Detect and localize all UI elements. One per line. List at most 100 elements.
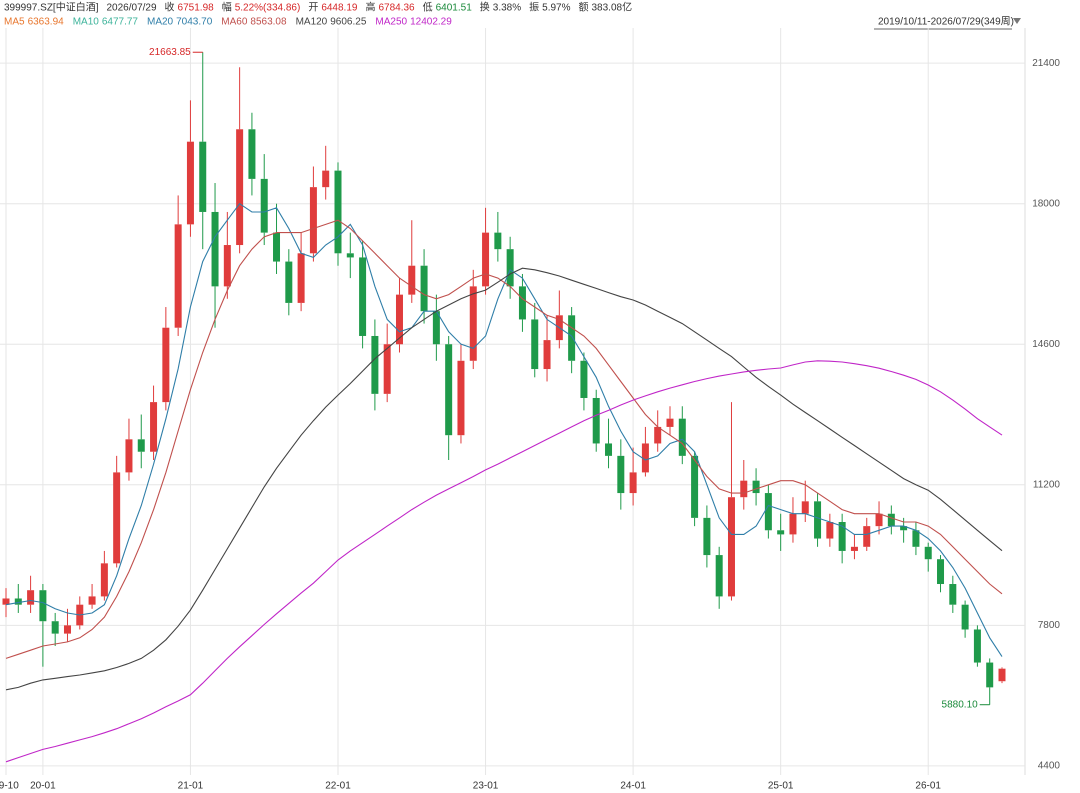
- ma-legend-value: 12402.29: [410, 17, 452, 28]
- candle-body: [592, 397, 600, 444]
- candle-body: [2, 598, 10, 605]
- candle-body: [395, 294, 403, 345]
- candle-body: [199, 141, 207, 212]
- header-item: 3.38%: [493, 3, 521, 14]
- candle-body: [703, 517, 711, 556]
- candle-body: [494, 232, 502, 250]
- candle-body: [715, 555, 723, 597]
- candle-body: [727, 497, 735, 597]
- ma-line: [5, 267, 1003, 691]
- y-tick-label: 4400: [1038, 761, 1061, 772]
- candle-body: [863, 526, 871, 547]
- candle-body: [986, 662, 994, 688]
- candle-body: [777, 530, 785, 535]
- ma-legend-value: 6477.77: [102, 17, 139, 28]
- ma-line: [5, 360, 1003, 763]
- header-item: 383.08亿: [592, 1, 633, 14]
- candle-body: [469, 286, 477, 361]
- header-item: 额: [579, 1, 589, 14]
- candle-body: [605, 443, 613, 456]
- candle-body: [248, 129, 256, 179]
- candle-body: [912, 530, 920, 547]
- candle-body: [998, 668, 1006, 682]
- y-tick-label: 14600: [1032, 339, 1060, 350]
- candle-body: [150, 402, 158, 452]
- annotation-label: 5880.10: [942, 699, 979, 710]
- candle-body: [260, 178, 268, 233]
- candle-body: [543, 340, 551, 370]
- candle-body: [691, 455, 699, 518]
- candle-body: [223, 245, 231, 287]
- candle-body: [900, 526, 908, 531]
- candle-body: [457, 360, 465, 436]
- x-tick-label: 22-01: [325, 781, 351, 792]
- candle-body: [740, 480, 748, 498]
- candle-body: [826, 522, 834, 539]
- header-item: 399997.SZ[中证白酒]: [4, 1, 99, 14]
- header-item: 高: [365, 1, 375, 14]
- ma-legend-value: 6363.94: [28, 17, 65, 28]
- candle-body: [531, 319, 539, 370]
- candle-body: [949, 584, 957, 605]
- candle-body: [678, 418, 686, 456]
- x-tick-label: 24-01: [620, 781, 646, 792]
- y-tick-label: 11200: [1033, 479, 1061, 490]
- ma-legend-name: MA250: [375, 17, 407, 28]
- ma-legend-name: MA5: [4, 17, 25, 28]
- header-item: 开: [308, 3, 318, 14]
- candle-body: [961, 604, 969, 630]
- candle-body: [789, 513, 797, 535]
- candle-body: [666, 418, 674, 427]
- ma-legend-value: 7043.70: [176, 17, 213, 28]
- candle-body: [88, 596, 96, 605]
- candle-body: [973, 629, 981, 663]
- header-item: 6401.51: [436, 3, 473, 14]
- plot-area: 4400 7800 11200 14600 18000 21400 19-10 20-01 21…: [0, 28, 1060, 792]
- x-tick-label: 19-10: [0, 781, 19, 792]
- candle-body: [420, 265, 428, 312]
- candle-body: [752, 480, 760, 494]
- candle-body: [359, 257, 367, 336]
- header-item: 收: [165, 1, 175, 14]
- candle-body: [371, 335, 379, 394]
- candle-body: [273, 232, 281, 262]
- candle-body: [814, 501, 822, 539]
- candle-body: [518, 286, 526, 320]
- candle-body: [211, 211, 219, 287]
- candle-body: [654, 426, 662, 444]
- candle-body: [764, 493, 772, 531]
- candle-body: [801, 501, 809, 514]
- candle-body: [346, 253, 354, 258]
- ma-legend-value: 8563.08: [250, 17, 287, 28]
- candle-body: [63, 625, 71, 634]
- candle-body: [850, 546, 858, 551]
- y-tick-label: 21400: [1032, 58, 1060, 69]
- header-item: 换: [480, 1, 490, 14]
- x-tick-label: 26-01: [915, 781, 941, 792]
- candle-body: [838, 522, 846, 551]
- candle-body: [27, 590, 35, 605]
- x-tick-label: 21-01: [178, 781, 204, 792]
- candle-body: [887, 513, 895, 527]
- header-item: 5.97%: [542, 3, 570, 14]
- candle-body: [236, 129, 244, 246]
- x-tick-label: 20-01: [30, 781, 56, 792]
- candle-body: [113, 472, 121, 564]
- candle-body: [383, 344, 391, 394]
- candle-body: [641, 443, 649, 473]
- candle-body: [51, 621, 59, 634]
- header-item: 振: [529, 1, 539, 14]
- header-item: 6784.36: [378, 3, 415, 14]
- ma-line: [5, 202, 1003, 657]
- dropdown-icon[interactable]: [1013, 18, 1021, 24]
- annotation-label: 21663.85: [149, 47, 191, 58]
- candle-body: [408, 265, 416, 295]
- range-label[interactable]: 2019/10/11-2026/07/29(349周): [878, 16, 1014, 28]
- candle-body: [186, 141, 194, 225]
- candle-body: [100, 563, 108, 597]
- candle-body: [432, 311, 440, 345]
- ma-line: [5, 219, 1003, 659]
- candle-body: [162, 327, 170, 403]
